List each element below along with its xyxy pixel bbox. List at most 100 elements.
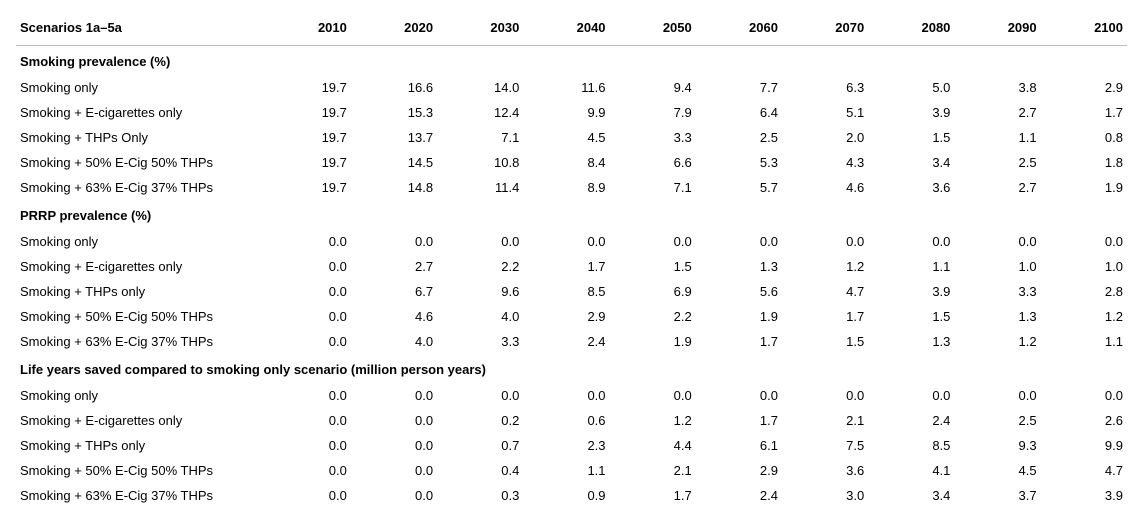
- cell-value: 1.3: [868, 329, 954, 354]
- cell-value: 0.0: [351, 483, 437, 508]
- row-label: Smoking + 50% E-Cig 50% THPs: [16, 458, 265, 483]
- row-label: Smoking + 63% E-Cig 37% THPs: [16, 329, 265, 354]
- cell-value: 0.0: [610, 383, 696, 408]
- cell-value: 3.7: [954, 483, 1040, 508]
- cell-value: 3.4: [868, 150, 954, 175]
- cell-value: 14.8: [351, 175, 437, 200]
- row-label: Smoking only: [16, 229, 265, 254]
- cell-value: 3.8: [954, 75, 1040, 100]
- cell-value: 1.9: [696, 304, 782, 329]
- cell-value: 0.0: [351, 458, 437, 483]
- cell-value: 0.0: [1041, 383, 1127, 408]
- year-header: 2100: [1041, 16, 1127, 46]
- cell-value: 0.0: [868, 383, 954, 408]
- section-title: Smoking prevalence (%): [16, 46, 1127, 76]
- table-row: Smoking + 63% E-Cig 37% THPs0.04.03.32.4…: [16, 329, 1127, 354]
- row-label: Smoking only: [16, 383, 265, 408]
- cell-value: 2.7: [954, 175, 1040, 200]
- cell-value: 0.7: [437, 433, 523, 458]
- cell-value: 2.3: [523, 433, 609, 458]
- cell-value: 3.3: [437, 329, 523, 354]
- year-header: 2020: [351, 16, 437, 46]
- section-row: PRRP prevalence (%): [16, 200, 1127, 229]
- row-label: Smoking + THPs only: [16, 433, 265, 458]
- cell-value: 14.5: [351, 150, 437, 175]
- cell-value: 11.4: [437, 175, 523, 200]
- cell-value: 4.3: [782, 150, 868, 175]
- cell-value: 2.0: [782, 125, 868, 150]
- table-body: Smoking prevalence (%)Smoking only19.716…: [16, 46, 1127, 509]
- cell-value: 2.4: [523, 329, 609, 354]
- cell-value: 3.4: [868, 483, 954, 508]
- cell-value: 4.0: [437, 304, 523, 329]
- cell-value: 3.6: [868, 175, 954, 200]
- cell-value: 0.0: [351, 433, 437, 458]
- table-row: Smoking + 50% E-Cig 50% THPs0.00.00.41.1…: [16, 458, 1127, 483]
- row-label: Smoking + E-cigarettes only: [16, 100, 265, 125]
- cell-value: 2.6: [1041, 408, 1127, 433]
- cell-value: 2.1: [610, 458, 696, 483]
- cell-value: 1.7: [523, 254, 609, 279]
- cell-value: 13.7: [351, 125, 437, 150]
- section-row: Life years saved compared to smoking onl…: [16, 354, 1127, 383]
- cell-value: 3.9: [868, 279, 954, 304]
- cell-value: 6.4: [696, 100, 782, 125]
- cell-value: 4.6: [351, 304, 437, 329]
- cell-value: 0.0: [351, 408, 437, 433]
- year-header: 2080: [868, 16, 954, 46]
- cell-value: 1.9: [1041, 175, 1127, 200]
- cell-value: 4.7: [782, 279, 868, 304]
- cell-value: 3.3: [954, 279, 1040, 304]
- cell-value: 9.3: [954, 433, 1040, 458]
- cell-value: 7.9: [610, 100, 696, 125]
- cell-value: 4.5: [523, 125, 609, 150]
- cell-value: 0.2: [437, 408, 523, 433]
- cell-value: 3.9: [868, 100, 954, 125]
- cell-value: 2.4: [696, 483, 782, 508]
- cell-value: 2.5: [954, 150, 1040, 175]
- section-title: Life years saved compared to smoking onl…: [16, 354, 1127, 383]
- cell-value: 0.0: [265, 329, 351, 354]
- cell-value: 16.6: [351, 75, 437, 100]
- cell-value: 8.4: [523, 150, 609, 175]
- cell-value: 7.1: [437, 125, 523, 150]
- cell-value: 3.0: [782, 483, 868, 508]
- cell-value: 2.5: [954, 408, 1040, 433]
- cell-value: 2.9: [696, 458, 782, 483]
- cell-value: 1.3: [696, 254, 782, 279]
- cell-value: 1.9: [610, 329, 696, 354]
- cell-value: 0.0: [265, 433, 351, 458]
- cell-value: 2.9: [523, 304, 609, 329]
- cell-value: 0.0: [782, 383, 868, 408]
- cell-value: 0.0: [696, 229, 782, 254]
- cell-value: 1.8: [1041, 150, 1127, 175]
- cell-value: 11.6: [523, 75, 609, 100]
- row-label: Smoking + 63% E-Cig 37% THPs: [16, 175, 265, 200]
- table-row: Smoking + 63% E-Cig 37% THPs0.00.00.30.9…: [16, 483, 1127, 508]
- cell-value: 0.0: [782, 229, 868, 254]
- table-row: Smoking + E-cigarettes only0.00.00.20.61…: [16, 408, 1127, 433]
- row-label: Smoking + E-cigarettes only: [16, 254, 265, 279]
- cell-value: 1.1: [868, 254, 954, 279]
- cell-value: 0.0: [265, 458, 351, 483]
- cell-value: 2.5: [696, 125, 782, 150]
- cell-value: 0.8: [1041, 125, 1127, 150]
- table-row: Smoking + THPs Only19.713.77.14.53.32.52…: [16, 125, 1127, 150]
- header-label: Scenarios 1a–5a: [16, 16, 265, 46]
- cell-value: 1.5: [868, 304, 954, 329]
- cell-value: 0.0: [1041, 229, 1127, 254]
- table-row: Smoking + 50% E-Cig 50% THPs19.714.510.8…: [16, 150, 1127, 175]
- cell-value: 19.7: [265, 75, 351, 100]
- cell-value: 0.0: [351, 383, 437, 408]
- cell-value: 0.0: [265, 229, 351, 254]
- cell-value: 1.2: [782, 254, 868, 279]
- year-header: 2060: [696, 16, 782, 46]
- cell-value: 0.0: [265, 254, 351, 279]
- cell-value: 19.7: [265, 175, 351, 200]
- year-header: 2050: [610, 16, 696, 46]
- table-row: Smoking + THPs only0.06.79.68.56.95.64.7…: [16, 279, 1127, 304]
- year-header: 2090: [954, 16, 1040, 46]
- cell-value: 2.2: [437, 254, 523, 279]
- cell-value: 2.9: [1041, 75, 1127, 100]
- cell-value: 19.7: [265, 125, 351, 150]
